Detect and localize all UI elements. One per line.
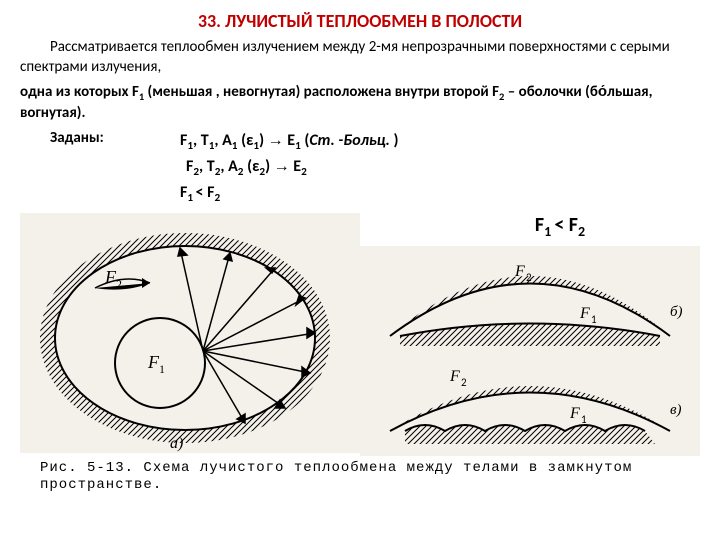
svg-text:F: F: [579, 305, 590, 322]
p2b: (меньшая , невогнутая) расположена внутр…: [144, 83, 492, 101]
svg-text:F: F: [569, 405, 580, 422]
l1f: E: [284, 131, 295, 150]
svg-text:2: 2: [116, 277, 122, 291]
l1i: ): [390, 131, 399, 150]
given-block: Заданы: F1, T1, A1 (ε1) → E1 (Ст. -Больц…: [20, 129, 700, 207]
ineq-b: < F: [554, 213, 578, 237]
svg-text:2: 2: [526, 271, 532, 284]
ineq-a: F: [535, 213, 544, 237]
paragraph-1: Рассматривается теплообмен излучением ме…: [20, 38, 700, 77]
svg-text:б): б): [670, 304, 683, 320]
F1-sym: F: [132, 83, 139, 101]
svg-text:1: 1: [591, 313, 597, 326]
p2a: одна из которых: [20, 83, 132, 101]
l1d: (ε: [237, 131, 253, 150]
svg-text:1: 1: [581, 413, 587, 426]
l1c: , A: [214, 131, 231, 150]
svg-text:1: 1: [159, 362, 165, 376]
l2f: E: [290, 157, 301, 176]
l2c: , A: [220, 157, 237, 176]
given-lines: F1, T1, A1 (ε1) → E1 (Ст. -Больц. ) F2, …: [180, 129, 399, 207]
l1h: Ст. -Больц.: [309, 131, 390, 150]
figure-a: F 2 F 1 а): [20, 213, 360, 453]
l1b: , T: [193, 131, 209, 150]
l3b: < F: [196, 183, 215, 202]
l2b: , T: [199, 157, 215, 176]
svg-text:2: 2: [461, 376, 467, 389]
svg-text:F: F: [449, 368, 460, 385]
l2d: (ε: [243, 157, 259, 176]
F2-sym: F: [492, 83, 499, 101]
fig-a-label: а): [170, 435, 183, 452]
paragraph-2: одна из которых F1 (меньшая , невогнутая…: [20, 83, 700, 123]
svg-text:F: F: [514, 263, 525, 280]
l1e: ): [259, 131, 268, 150]
p1-text: Рассматривается теплообмен излучением ме…: [20, 38, 670, 76]
figure-bv: F2 F1 б) F2 F1 в): [360, 246, 700, 456]
svg-text:в): в): [670, 402, 682, 418]
l2e: ): [265, 157, 274, 176]
inequality: F1 < F2: [420, 213, 700, 240]
page-title: 33. ЛУЧИСТЫЙ ТЕПЛООБМЕН В ПОЛОСТИ: [20, 10, 700, 32]
figure-caption: Рис. 5-13. Схема лучистого теплообмена м…: [20, 460, 700, 494]
given-label: Заданы:: [20, 129, 180, 147]
figure-area: F 2 F 1 а) F1 < F2 F2 F1 б): [20, 213, 700, 456]
